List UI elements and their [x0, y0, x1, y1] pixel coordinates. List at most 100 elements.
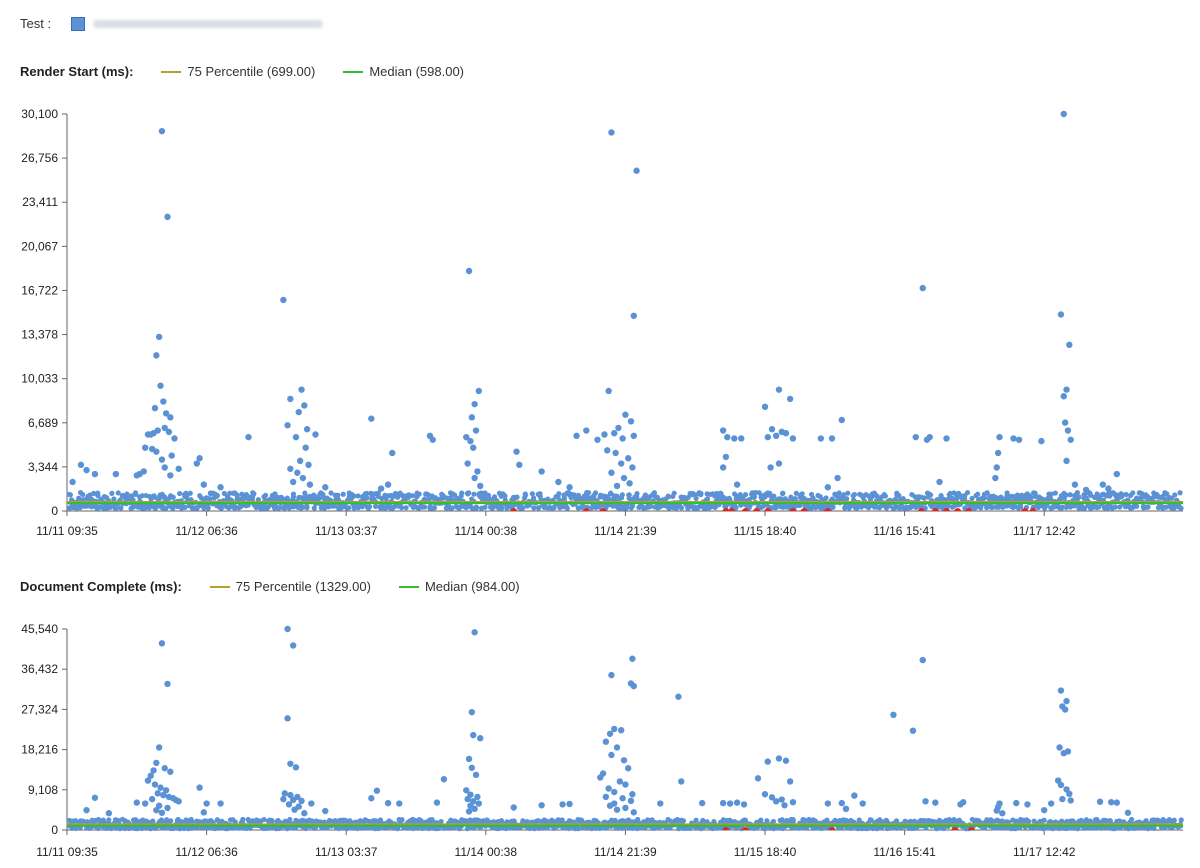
- data-point: [157, 784, 164, 791]
- anomaly-marker: [582, 508, 591, 511]
- anomaly-marker: [509, 508, 518, 511]
- data-point: [612, 449, 619, 457]
- data-point: [789, 435, 797, 442]
- data-point: [630, 432, 637, 440]
- data-point: [1067, 492, 1073, 498]
- legend-item-p75[interactable]: 75 Percentile (699.00): [161, 64, 315, 79]
- data-point: [726, 495, 732, 501]
- data-point: [671, 490, 677, 496]
- data-point: [573, 432, 580, 440]
- data-point: [262, 492, 269, 498]
- legend-line-p75: [209, 585, 230, 588]
- data-point: [124, 491, 130, 497]
- data-point: [555, 478, 562, 486]
- data-point: [724, 433, 731, 441]
- data-point: [416, 491, 422, 497]
- data-point: [538, 468, 545, 475]
- data-point: [592, 490, 599, 496]
- data-point: [627, 797, 635, 805]
- data-point: [384, 799, 392, 807]
- data-point: [1105, 485, 1112, 492]
- data-point: [770, 818, 777, 825]
- data-point: [845, 490, 851, 496]
- data-point: [733, 481, 741, 488]
- anomaly-marker: [800, 508, 809, 511]
- data-point: [468, 764, 476, 771]
- y-tick-label: 9,108: [28, 783, 58, 797]
- data-point: [603, 825, 610, 831]
- data-point: [465, 491, 471, 497]
- data-point: [767, 490, 773, 496]
- data-point: [168, 452, 175, 459]
- data-point: [779, 817, 785, 823]
- data-point: [196, 455, 203, 462]
- data-point: [1064, 427, 1072, 434]
- data-point: [91, 470, 99, 478]
- data-point: [284, 625, 291, 633]
- anomaly-marker: [763, 508, 772, 511]
- data-point: [629, 655, 636, 662]
- data-point: [1038, 437, 1045, 445]
- anomaly-marker: [741, 827, 750, 830]
- data-point: [943, 435, 950, 442]
- data-point: [634, 496, 640, 502]
- data-point: [161, 464, 168, 471]
- y-tick-label: 10,033: [21, 372, 58, 386]
- data-point: [1052, 490, 1058, 496]
- data-point: [618, 460, 625, 467]
- data-point: [566, 800, 573, 808]
- data-point: [396, 800, 403, 807]
- data-point: [1130, 490, 1136, 496]
- data-point: [373, 818, 379, 824]
- data-point: [786, 395, 794, 403]
- data-point: [105, 810, 113, 817]
- data-point: [162, 494, 168, 500]
- data-point: [1015, 436, 1023, 443]
- data-point: [470, 731, 477, 739]
- data-point: [164, 680, 171, 688]
- data-point: [289, 796, 297, 804]
- data-point: [281, 790, 288, 797]
- data-point: [876, 505, 883, 511]
- data-point: [566, 484, 573, 491]
- x-tick-label: 11/12 06:36: [175, 524, 238, 538]
- data-point: [1025, 818, 1031, 824]
- data-point: [160, 398, 167, 405]
- legend-item-p75[interactable]: 75 Percentile (1329.00): [209, 579, 371, 594]
- data-point: [764, 433, 771, 441]
- anomaly-marker: [599, 508, 608, 511]
- data-point: [83, 806, 90, 814]
- data-point: [189, 819, 195, 825]
- data-point: [477, 482, 484, 490]
- data-point: [1117, 504, 1123, 510]
- data-point: [742, 492, 749, 498]
- data-point: [531, 505, 537, 511]
- data-point: [786, 503, 792, 509]
- data-point: [465, 808, 473, 815]
- legend-label-median: Median (598.00): [369, 64, 465, 79]
- legend-label-p75: 75 Percentile (1329.00): [235, 579, 371, 594]
- data-point: [665, 493, 671, 499]
- data-point: [751, 494, 757, 500]
- data-point: [613, 482, 621, 490]
- data-point: [161, 424, 168, 432]
- data-point: [1108, 798, 1115, 806]
- data-point: [537, 493, 543, 499]
- data-point: [618, 495, 625, 501]
- legend-item-median[interactable]: Median (984.00): [398, 579, 520, 594]
- data-point: [828, 435, 836, 442]
- data-point: [144, 777, 152, 784]
- anomaly-marker: [828, 827, 837, 830]
- data-point: [761, 791, 769, 798]
- data-point: [1076, 494, 1082, 500]
- data-point: [296, 457, 304, 465]
- test-series-swatch[interactable]: [71, 16, 86, 31]
- data-point: [158, 809, 166, 816]
- data-point: [1113, 470, 1120, 478]
- data-point: [151, 781, 159, 788]
- data-point: [1111, 825, 1118, 831]
- data-point: [1063, 697, 1070, 705]
- anomaly-marker: [967, 827, 976, 830]
- data-point: [1059, 795, 1066, 803]
- legend-item-median[interactable]: Median (598.00): [343, 64, 464, 79]
